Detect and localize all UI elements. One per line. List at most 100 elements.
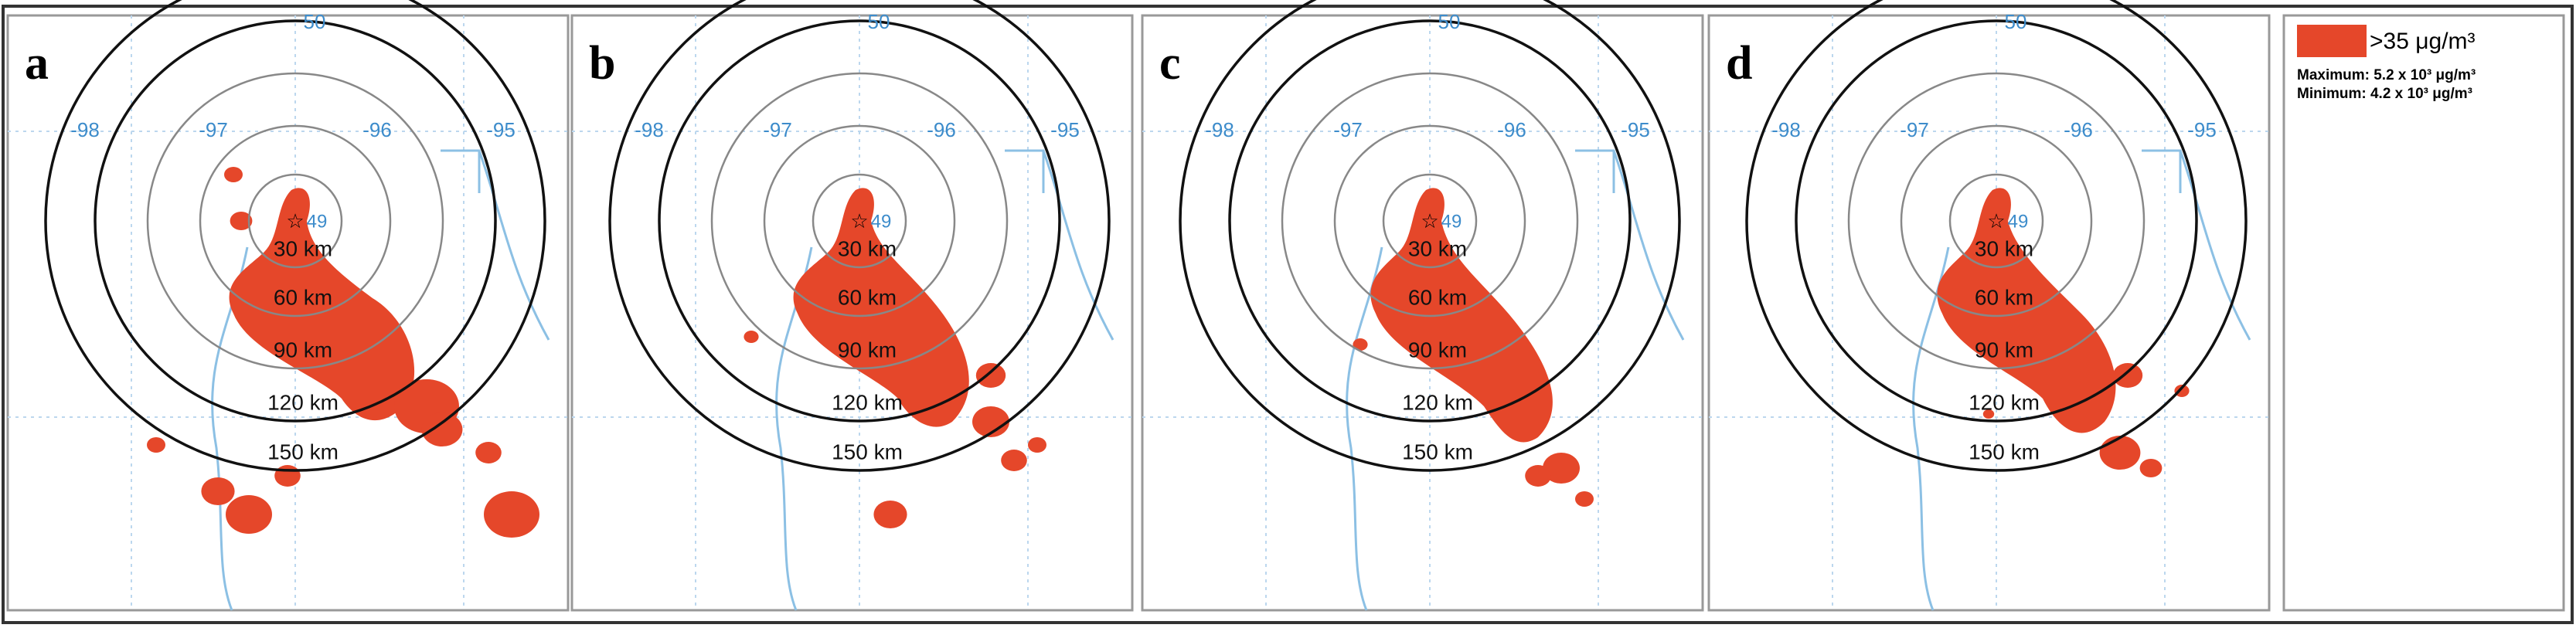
longitude-label: -95 bbox=[1050, 118, 1080, 141]
plume-patch bbox=[484, 491, 539, 538]
range-ring bbox=[1228, 19, 1632, 423]
range-ring bbox=[1281, 72, 1579, 370]
plume-patch bbox=[224, 167, 243, 182]
ring-label: 60 km bbox=[1408, 285, 1467, 309]
border-line bbox=[441, 149, 550, 341]
legend-minimum: Minimum: 4.2 x 10³ μg/m³ bbox=[2297, 86, 2472, 102]
ring-label: 30 km bbox=[1408, 236, 1467, 260]
range-ring bbox=[1745, 0, 2248, 472]
range-ring bbox=[1847, 72, 2146, 370]
ring-label: 90 km bbox=[274, 338, 332, 362]
plume-patch bbox=[975, 363, 1006, 388]
range-ring bbox=[44, 0, 546, 472]
plume-patch bbox=[230, 212, 253, 230]
plume-patch bbox=[475, 442, 502, 463]
longitude-label: -98 bbox=[635, 118, 664, 141]
map-panel: 30 km 60 km 90 km 120 km 150 km ☆ -98 -97 -96 -95… bbox=[1141, 0, 1704, 612]
longitude-label: -98 bbox=[1205, 118, 1234, 141]
plume-patch bbox=[1525, 465, 1551, 487]
plume-patch bbox=[972, 406, 1009, 437]
range-ring bbox=[658, 19, 1061, 423]
longitude-label: -97 bbox=[1900, 118, 1929, 141]
ring-label: 120 km bbox=[1402, 390, 1473, 414]
panel-letter: d bbox=[1726, 37, 1752, 90]
ring-label: 120 km bbox=[1969, 390, 2040, 414]
ring-label: 30 km bbox=[274, 236, 332, 260]
plume-patch bbox=[2139, 459, 2163, 477]
plume-patch bbox=[2112, 363, 2143, 388]
latitude-label: 49 bbox=[1441, 211, 1462, 232]
range-ring bbox=[763, 124, 956, 317]
range-ring bbox=[146, 72, 444, 370]
range-ring bbox=[94, 19, 497, 423]
site-star: ☆ bbox=[850, 209, 868, 233]
ring-label: 90 km bbox=[838, 338, 897, 362]
ring-label: 60 km bbox=[838, 285, 897, 309]
longitude-label: -98 bbox=[1771, 118, 1801, 141]
range-ring bbox=[199, 124, 392, 317]
legend-label: >35 μg/m³ bbox=[2370, 29, 2476, 54]
longitude-label: -95 bbox=[486, 118, 516, 141]
longitude-label: -97 bbox=[1333, 118, 1363, 141]
plume-patch bbox=[1982, 409, 1995, 419]
plume-patch bbox=[2099, 436, 2141, 470]
figure-frame bbox=[2, 5, 2574, 624]
ring-label: 150 km bbox=[832, 440, 903, 463]
ring-label: 150 km bbox=[1969, 440, 2040, 463]
latitude-label: 50 bbox=[868, 10, 890, 33]
ring-label: 90 km bbox=[1975, 338, 2033, 362]
range-ring bbox=[1333, 124, 1526, 317]
range-ring bbox=[1795, 19, 2198, 423]
ring-label: 60 km bbox=[1975, 285, 2033, 309]
plume bbox=[793, 188, 969, 427]
legend-frame bbox=[2282, 14, 2565, 612]
plume-patch bbox=[1028, 437, 1046, 453]
ring-label: 150 km bbox=[267, 440, 339, 463]
ring-label: 30 km bbox=[838, 236, 897, 260]
legend-swatch bbox=[2297, 25, 2367, 57]
longitude-label: -96 bbox=[1497, 118, 1526, 141]
longitude-label: -96 bbox=[362, 118, 392, 141]
longitude-label: -95 bbox=[1621, 118, 1650, 141]
longitude-label: -97 bbox=[763, 118, 792, 141]
range-ring bbox=[608, 0, 1111, 472]
plume-patch bbox=[1543, 453, 1580, 484]
border-line bbox=[1346, 246, 1383, 611]
range-ring bbox=[812, 173, 907, 269]
plume-patch bbox=[1353, 338, 1368, 351]
panel-frame bbox=[6, 14, 570, 612]
panel-letter: b bbox=[589, 37, 615, 90]
map-panel: 30 km 60 km 90 km 120 km 150 km ☆ -98 -97 -96 -95… bbox=[570, 0, 1134, 612]
plume-patch bbox=[147, 437, 165, 453]
site-star: ☆ bbox=[286, 209, 304, 233]
range-ring bbox=[710, 72, 1009, 370]
ring-label: 150 km bbox=[1402, 440, 1473, 463]
border-line bbox=[1005, 149, 1114, 341]
longitude-label: -97 bbox=[199, 118, 228, 141]
plume-patch bbox=[873, 501, 907, 528]
border-line bbox=[1912, 246, 1950, 611]
latitude-label: 49 bbox=[307, 211, 328, 232]
range-ring bbox=[247, 173, 343, 269]
map-panel: 30 km 60 km 90 km 120 km 150 km ☆ -98 -97 -96 -95… bbox=[6, 0, 570, 612]
ring-label: 30 km bbox=[1975, 236, 2033, 260]
longitude-label: -95 bbox=[2187, 118, 2217, 141]
longitude-label: -98 bbox=[70, 118, 100, 141]
plume-patch bbox=[274, 465, 301, 487]
ring-label: 60 km bbox=[274, 285, 332, 309]
legend-maximum: Maximum: 5.2 x 10³ μg/m³ bbox=[2297, 67, 2476, 83]
plume bbox=[1370, 188, 1553, 443]
border-line bbox=[2142, 149, 2251, 341]
longitude-label: -96 bbox=[927, 118, 956, 141]
ring-label: 90 km bbox=[1408, 338, 1467, 362]
map-panel: 30 km 60 km 90 km 120 km 150 km ☆ -98 -97 -96 -95… bbox=[1707, 0, 2271, 612]
border-line bbox=[1575, 149, 1685, 341]
plume-patch bbox=[2174, 385, 2190, 397]
site-star: ☆ bbox=[1421, 209, 1438, 233]
plume-patch bbox=[226, 495, 272, 534]
latitude-label: 50 bbox=[1438, 10, 1461, 33]
latitude-label: 49 bbox=[2008, 211, 2029, 232]
range-ring bbox=[1948, 173, 2044, 269]
panel-letter: c bbox=[1159, 37, 1181, 90]
plume-patch bbox=[1001, 450, 1027, 471]
